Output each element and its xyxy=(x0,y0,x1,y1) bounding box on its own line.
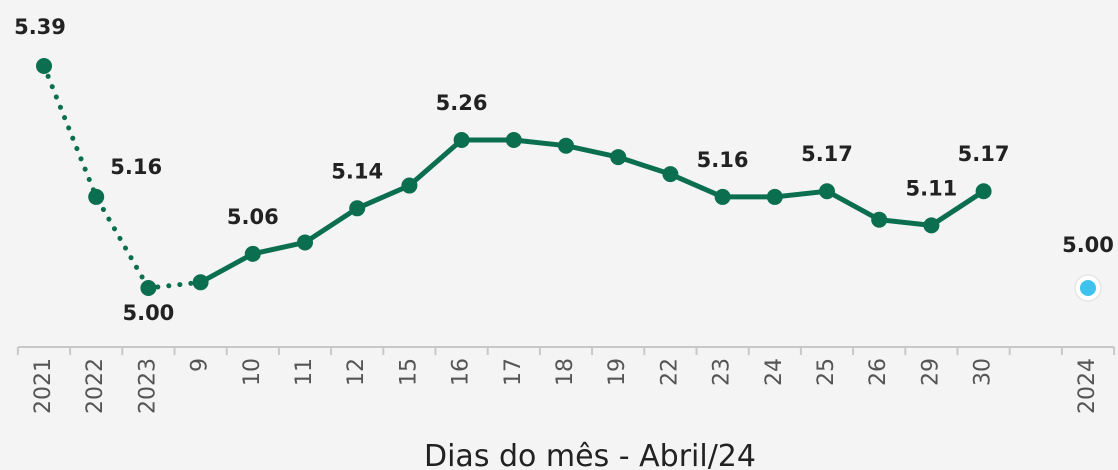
point xyxy=(36,58,52,74)
x-tick-label: 22 xyxy=(657,358,682,386)
x-tick-label: 9 xyxy=(188,358,213,372)
x-tick-label: 2022 xyxy=(83,358,108,414)
point xyxy=(192,274,209,291)
point xyxy=(923,217,940,234)
x-tick-label: 2024 xyxy=(1075,358,1100,414)
data-label: 5.26 xyxy=(436,91,488,115)
x-tick-label: 30 xyxy=(971,358,996,386)
data-label: 5.00 xyxy=(1062,233,1114,257)
data-label: 5.16 xyxy=(697,148,749,172)
point xyxy=(558,137,574,154)
x-tick-label: 29 xyxy=(918,358,943,386)
x-tick-label: 23 xyxy=(710,358,735,386)
x-tick-label: 10 xyxy=(240,358,265,386)
line xyxy=(198,137,987,285)
x-tick-label: 16 xyxy=(449,358,474,386)
x-tick-label: 18 xyxy=(553,358,578,386)
point xyxy=(140,280,157,296)
point xyxy=(505,132,522,148)
data-label: 5.16 xyxy=(110,155,162,179)
x-tick-label: 15 xyxy=(396,358,421,386)
point xyxy=(297,234,313,251)
data-label: 5.14 xyxy=(331,159,383,183)
data-label: 5.17 xyxy=(801,142,853,166)
x-tick-label: 19 xyxy=(605,358,630,386)
point xyxy=(610,149,627,166)
x-tick-label: 25 xyxy=(814,358,839,386)
x-tick-label: 17 xyxy=(501,358,526,386)
data-label: 5.11 xyxy=(905,176,957,200)
point xyxy=(453,132,470,148)
data-label: 5.39 xyxy=(14,15,66,39)
point xyxy=(244,245,261,262)
data-label: 5.06 xyxy=(227,205,279,229)
point xyxy=(871,211,888,228)
point xyxy=(766,188,783,205)
x-tick-label: 26 xyxy=(866,358,891,386)
x-tick-label: 12 xyxy=(344,358,369,386)
point xyxy=(401,177,418,194)
data-label: 5.17 xyxy=(958,142,1010,166)
point xyxy=(88,188,105,205)
x-axis-label: Dias do mês - Abril/24 xyxy=(424,439,756,470)
highlight-point xyxy=(1080,280,1096,296)
point xyxy=(349,200,366,217)
point xyxy=(819,183,835,200)
point xyxy=(662,166,679,183)
data-label: 5.00 xyxy=(122,301,174,325)
point xyxy=(975,183,992,200)
x-tick-label: 24 xyxy=(762,358,787,386)
x-tick-label: 11 xyxy=(292,358,317,386)
point xyxy=(714,188,731,205)
x-tick-label: 2021 xyxy=(31,358,56,414)
x-tick-label: 2023 xyxy=(135,358,160,414)
